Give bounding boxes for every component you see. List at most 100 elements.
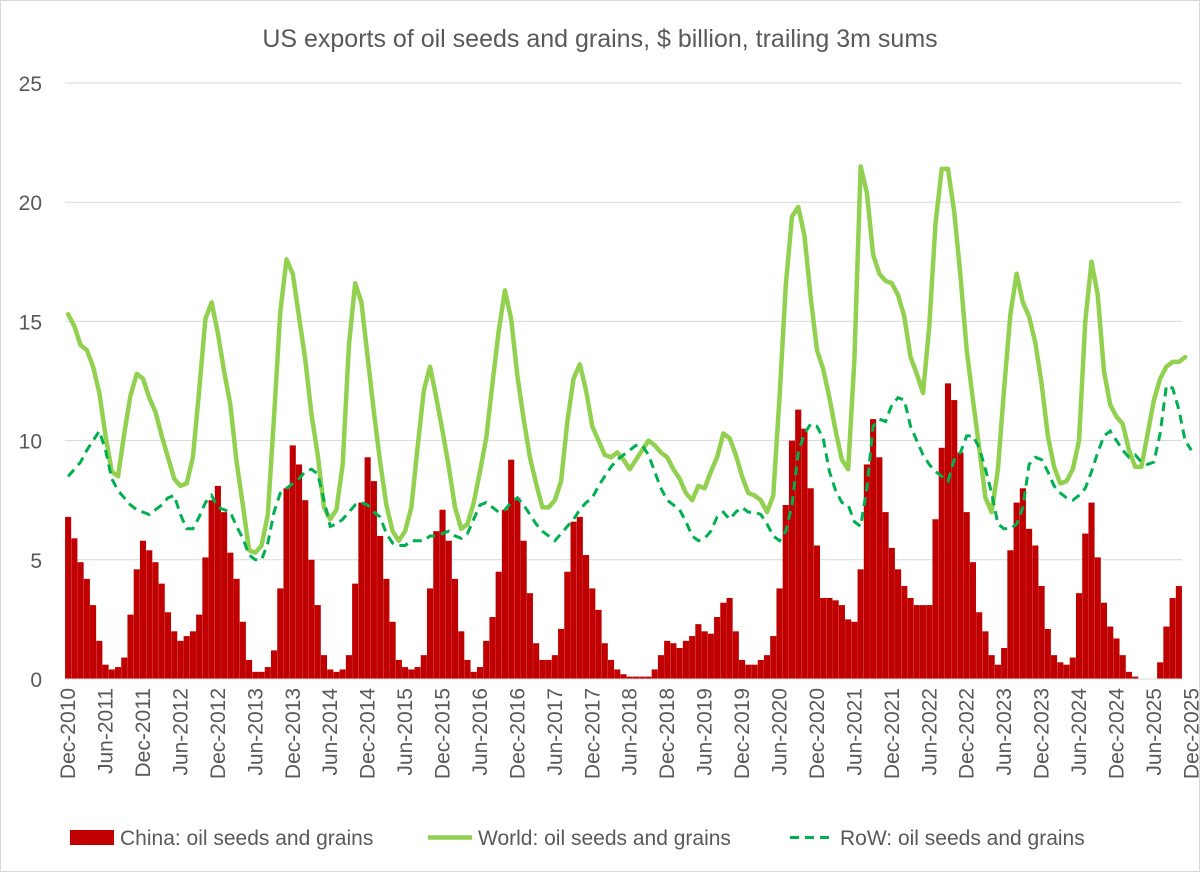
china-bar bbox=[171, 631, 178, 679]
china-bar bbox=[1026, 528, 1033, 679]
china-bar bbox=[327, 669, 334, 679]
china-bar bbox=[183, 636, 190, 679]
china-bar bbox=[83, 578, 90, 679]
china-bar bbox=[1019, 488, 1026, 679]
row-series-line bbox=[66, 383, 1193, 562]
china-bar bbox=[1069, 657, 1076, 679]
china-bar bbox=[589, 588, 596, 679]
china-bar bbox=[963, 512, 970, 679]
china-bar bbox=[345, 655, 352, 679]
china-bar bbox=[745, 664, 752, 679]
china-bar bbox=[944, 383, 952, 679]
x-tick-label: Dec-2011 bbox=[132, 688, 155, 778]
china-bar bbox=[433, 531, 440, 679]
china-bar bbox=[545, 659, 552, 679]
china-bars bbox=[65, 383, 1182, 679]
china-bar bbox=[969, 562, 977, 679]
china-bar bbox=[1119, 655, 1126, 679]
china-bar bbox=[370, 481, 377, 679]
china-bar bbox=[551, 655, 558, 679]
china-bar bbox=[845, 619, 852, 679]
china-bar bbox=[726, 597, 733, 679]
china-bar bbox=[838, 605, 845, 679]
x-tick-label: Dec-2020 bbox=[806, 688, 829, 779]
china-bar bbox=[308, 559, 315, 679]
china-bar bbox=[277, 588, 284, 679]
china-bar bbox=[570, 521, 577, 679]
china-bar bbox=[701, 631, 708, 679]
china-bar bbox=[1063, 664, 1070, 679]
x-tick-label: Jun-2021 bbox=[843, 688, 866, 776]
china-bar bbox=[714, 617, 721, 679]
china-bar bbox=[476, 667, 484, 679]
y-tick-label: 10 bbox=[19, 431, 42, 454]
china-bar bbox=[870, 419, 877, 679]
china-bar bbox=[682, 640, 689, 679]
china-bar bbox=[720, 602, 727, 679]
y-tick-label: 25 bbox=[19, 73, 42, 96]
china-bar bbox=[164, 612, 172, 679]
china-bar bbox=[776, 588, 783, 679]
china-bar bbox=[177, 640, 184, 679]
china-bar bbox=[339, 669, 346, 679]
china-bar bbox=[913, 605, 920, 679]
china-bar bbox=[863, 464, 870, 679]
china-bar bbox=[495, 571, 502, 679]
china-bar bbox=[295, 464, 303, 679]
china-bar bbox=[65, 516, 72, 679]
china-bar bbox=[1100, 602, 1108, 679]
china-bar bbox=[645, 676, 652, 679]
china-bar bbox=[564, 571, 571, 679]
china-bar bbox=[508, 459, 515, 679]
china-bar bbox=[876, 457, 883, 679]
x-tick-label: Jun-2016 bbox=[469, 688, 492, 776]
china-bar bbox=[71, 538, 78, 679]
china-bar bbox=[951, 400, 958, 679]
china-bar bbox=[676, 648, 683, 679]
china-bar bbox=[395, 659, 402, 679]
china-bar bbox=[470, 671, 477, 679]
china-bar bbox=[901, 586, 908, 679]
china-bar bbox=[1038, 586, 1045, 679]
china-bar bbox=[364, 457, 371, 679]
x-tick-label: Dec-2018 bbox=[656, 688, 679, 779]
x-tick-label: Jun-2025 bbox=[1143, 688, 1166, 776]
x-tick-label: Dec-2015 bbox=[432, 688, 455, 779]
china-bar bbox=[383, 578, 390, 679]
china-bar bbox=[283, 488, 290, 679]
china-bar bbox=[77, 562, 84, 679]
china-bar bbox=[489, 617, 496, 679]
x-tick-label: Dec-2022 bbox=[956, 688, 979, 779]
china-bar bbox=[146, 550, 153, 679]
china-bar bbox=[601, 643, 608, 679]
china-bar bbox=[158, 583, 165, 679]
china-bar bbox=[464, 659, 471, 679]
china-bar bbox=[707, 633, 714, 679]
x-tick-label: Jun-2019 bbox=[694, 688, 717, 776]
y-tick-label: 5 bbox=[30, 550, 42, 573]
china-bar bbox=[1051, 655, 1058, 679]
china-bar bbox=[102, 664, 109, 679]
china-bar bbox=[626, 676, 633, 679]
china-bar bbox=[320, 655, 328, 679]
china-bar bbox=[919, 605, 927, 679]
china-bar bbox=[501, 509, 508, 679]
x-tick-label: Dec-2024 bbox=[1106, 688, 1129, 779]
china-bar bbox=[239, 621, 246, 679]
legend-label-row: RoW: oil seeds and grains bbox=[840, 827, 1085, 850]
y-tick-label: 20 bbox=[19, 192, 42, 215]
china-bar bbox=[1057, 662, 1064, 679]
world-series-line bbox=[65, 164, 1188, 555]
legend-swatch-china bbox=[70, 830, 114, 845]
x-tick-label: Dec-2019 bbox=[731, 688, 754, 779]
china-bar bbox=[938, 447, 945, 679]
y-axis: 0 5 10 15 20 25 bbox=[19, 73, 42, 692]
china-bar bbox=[1088, 502, 1095, 679]
china-bar bbox=[895, 569, 902, 679]
china-bar bbox=[657, 655, 664, 679]
china-bar bbox=[258, 671, 265, 679]
china-bar bbox=[607, 659, 615, 679]
x-tick-label: Jun-2017 bbox=[544, 688, 567, 776]
china-bar bbox=[289, 445, 296, 679]
